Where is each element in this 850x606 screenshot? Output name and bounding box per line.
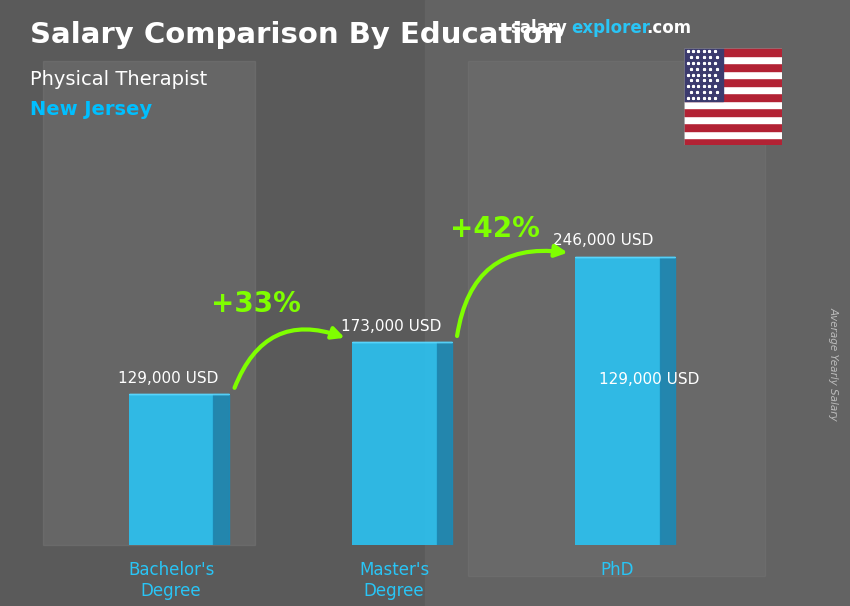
Bar [42,61,255,545]
Bar [684,48,723,101]
Text: Physical Therapist: Physical Therapist [30,70,207,88]
Text: .com: .com [646,19,691,38]
Bar [684,56,782,64]
Bar [684,71,782,78]
Text: +42%: +42% [450,215,540,243]
Text: +33%: +33% [211,290,301,318]
Text: New Jersey: New Jersey [30,100,152,119]
Bar [684,86,782,93]
Text: explorer: explorer [571,19,650,38]
Bar [684,138,782,145]
Bar [684,78,782,86]
Text: 129,000 USD: 129,000 USD [117,371,218,386]
Bar [684,108,782,116]
Text: salary: salary [510,19,567,38]
Bar [684,48,782,56]
Bar [575,256,660,545]
Text: 129,000 USD: 129,000 USD [599,372,700,387]
Polygon shape [660,256,675,545]
Polygon shape [213,394,229,545]
Bar [128,394,213,545]
Text: 246,000 USD: 246,000 USD [552,233,653,248]
Bar [684,116,782,123]
Text: Salary Comparison By Education: Salary Comparison By Education [30,21,563,49]
Bar [352,342,437,545]
Bar [468,61,765,576]
Bar [684,93,782,101]
Text: Average Yearly Salary: Average Yearly Salary [829,307,839,421]
Polygon shape [437,342,452,545]
Text: 173,000 USD: 173,000 USD [341,319,441,334]
Bar [0,0,425,606]
Bar [684,123,782,130]
Bar [684,64,782,71]
Bar [684,101,782,108]
Bar [425,0,850,606]
Bar [684,130,782,138]
